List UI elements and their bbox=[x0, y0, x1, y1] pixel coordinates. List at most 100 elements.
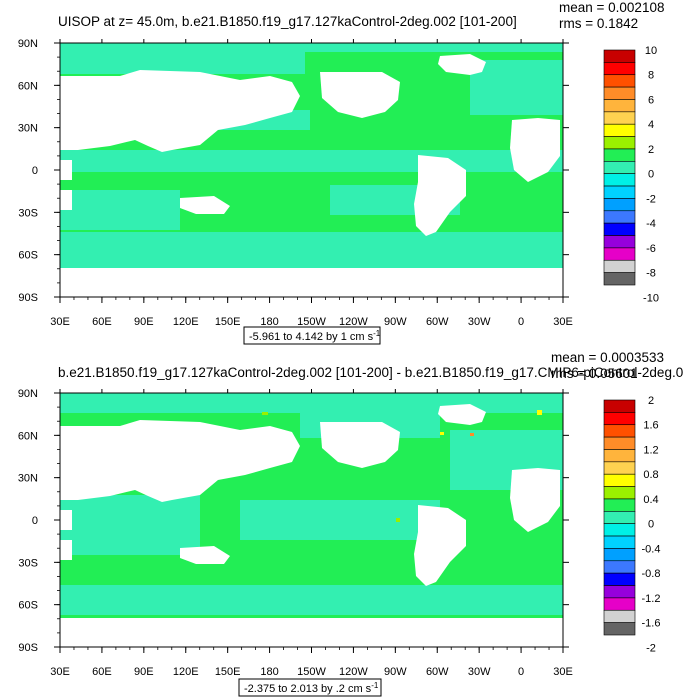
x-tick-label: 0 bbox=[518, 316, 524, 328]
y-tick-label: 0 bbox=[32, 165, 38, 177]
x-tick-label: 120E bbox=[173, 316, 199, 328]
colorbar-label: -4 bbox=[646, 218, 656, 230]
panel-1-rms: rms = 0.1842 bbox=[559, 16, 638, 31]
colorbar-label: -8 bbox=[646, 268, 656, 280]
panel-2-colorbar: 2 1.6 1.2 0.8 0.4 0 -0.4 -0.8 -1.2 -1.6 -2 bbox=[603, 395, 661, 654]
colorbar-swatch bbox=[603, 523, 636, 537]
colorbar-swatch bbox=[603, 585, 636, 599]
y-tick-label: 60S bbox=[18, 250, 38, 262]
colorbar-swatch bbox=[603, 449, 636, 463]
y-tick-label: 60N bbox=[18, 430, 38, 442]
y-tick-label: 60N bbox=[18, 80, 38, 92]
colorbar-label: 1.6 bbox=[643, 420, 658, 432]
colorbar-swatch bbox=[603, 609, 636, 623]
x-tick-label: 150E bbox=[215, 316, 241, 328]
colorbar-label: -0.4 bbox=[642, 543, 661, 555]
panel-1-colorbar: 10 8 6 4 2 0 -2 -4 -6 -8 -10 bbox=[603, 45, 659, 304]
colorbar-label: -1.6 bbox=[642, 618, 661, 630]
colorbar-swatch bbox=[603, 123, 636, 137]
colorbar-label: -2 bbox=[646, 642, 656, 654]
colorbar-label: -10 bbox=[643, 292, 659, 304]
x-tick-label: 150W bbox=[297, 666, 326, 678]
x-tick-label: 60E bbox=[92, 316, 112, 328]
panel-1-cyan-bands bbox=[60, 43, 563, 268]
colorbar-label: -2 bbox=[646, 193, 656, 205]
colorbar-swatch bbox=[603, 136, 636, 150]
colorbar-swatch bbox=[603, 548, 636, 562]
colorbar-label: 4 bbox=[648, 119, 654, 131]
colorbar-swatch bbox=[603, 173, 636, 187]
panel-2-land bbox=[60, 404, 563, 647]
colorbar-swatch bbox=[603, 572, 636, 586]
panel-1: UISOP at z= 45.0m, b.e21.B1850.f19_g17.1… bbox=[18, 0, 664, 345]
y-tick-label: 0 bbox=[32, 515, 38, 527]
colorbar-label: 0.4 bbox=[643, 494, 658, 506]
y-tick-label: 30S bbox=[18, 557, 38, 569]
colorbar-swatch bbox=[603, 436, 636, 450]
panel-1-range-box bbox=[243, 326, 381, 345]
colorbar-swatch bbox=[603, 622, 636, 636]
y-tick-label: 30N bbox=[18, 473, 38, 485]
colorbar-label: 2 bbox=[648, 395, 654, 407]
x-tick-label: 90E bbox=[134, 316, 154, 328]
y-tick-label: 90S bbox=[18, 642, 38, 654]
panel-1-land bbox=[60, 54, 563, 297]
panel-1-map bbox=[60, 43, 563, 297]
y-tick-label: 60S bbox=[18, 600, 38, 612]
x-tick-label: 150E bbox=[215, 666, 241, 678]
colorbar-swatch bbox=[603, 272, 636, 286]
panel-1-title: UISOP at z= 45.0m, b.e21.B1850.f19_g17.1… bbox=[58, 14, 517, 29]
colorbar-swatch bbox=[603, 222, 636, 236]
x-tick-label: 120W bbox=[339, 666, 368, 678]
panel-1-mean: mean = 0.002108 bbox=[559, 0, 664, 15]
colorbar-label: 1.2 bbox=[643, 444, 658, 456]
x-tick-label: 30E bbox=[553, 666, 573, 678]
x-tick-label: 30W bbox=[468, 316, 491, 328]
panel-2-rms: rms = 0.05601 bbox=[551, 366, 638, 381]
x-tick-label: 180 bbox=[260, 666, 278, 678]
panel-2-range-box bbox=[238, 678, 382, 697]
colorbar-swatch bbox=[603, 399, 636, 413]
colorbar-swatch bbox=[603, 412, 636, 426]
colorbar-swatch bbox=[603, 210, 636, 224]
colorbar-swatch bbox=[603, 535, 636, 549]
x-tick-label: 180 bbox=[260, 316, 278, 328]
x-tick-label: 60W bbox=[426, 666, 449, 678]
panel-2: mean = 0.0003533 rms = 0.05601 b.e21.B18… bbox=[18, 350, 683, 697]
y-tick-label: 30N bbox=[18, 123, 38, 135]
panel-2-mean: mean = 0.0003533 bbox=[551, 350, 664, 365]
colorbar-swatch bbox=[603, 259, 636, 273]
panel-2-map bbox=[60, 393, 563, 647]
colorbar-swatch bbox=[603, 86, 636, 100]
colorbar-swatch bbox=[603, 486, 636, 500]
colorbar-swatch bbox=[603, 74, 636, 88]
colorbar-label: -6 bbox=[646, 243, 656, 255]
colorbar-label: 0 bbox=[648, 169, 654, 181]
colorbar-swatch bbox=[603, 99, 636, 113]
y-tick-label: 90N bbox=[18, 388, 38, 400]
x-tick-label: 120W bbox=[339, 316, 368, 328]
panel-1-range-label: -5.961 to 4.142 by 1 cm s-1 bbox=[249, 329, 381, 343]
colorbar-swatch bbox=[603, 247, 636, 261]
x-tick-label: 30E bbox=[553, 316, 573, 328]
x-tick-label: 60W bbox=[426, 316, 449, 328]
panel-2-title: b.e21.B1850.f19_g17.127kaControl-2deg.00… bbox=[58, 365, 683, 380]
colorbar-swatch bbox=[603, 560, 636, 574]
colorbar-label: 0 bbox=[648, 519, 654, 531]
panel-2-anomaly-spots bbox=[262, 410, 542, 522]
x-tick-label: 90W bbox=[384, 316, 407, 328]
colorbar-swatch bbox=[603, 148, 636, 162]
x-tick-label: 150W bbox=[297, 316, 326, 328]
colorbar-swatch bbox=[603, 185, 636, 199]
colorbar-swatch bbox=[603, 498, 636, 512]
colorbar-swatch bbox=[603, 198, 636, 212]
x-tick-label: 30E bbox=[50, 316, 70, 328]
y-tick-label: 30S bbox=[18, 207, 38, 219]
colorbar-label: 2 bbox=[648, 144, 654, 156]
x-tick-label: 30E bbox=[50, 666, 70, 678]
x-tick-label: 90W bbox=[384, 666, 407, 678]
x-tick-label: 60E bbox=[92, 666, 112, 678]
colorbar-swatch bbox=[603, 461, 636, 475]
panel-1-axes: 30E 60E 90E 120E 150E 180 150W 120W 90W 60W 30W 0 30… bbox=[18, 38, 573, 328]
